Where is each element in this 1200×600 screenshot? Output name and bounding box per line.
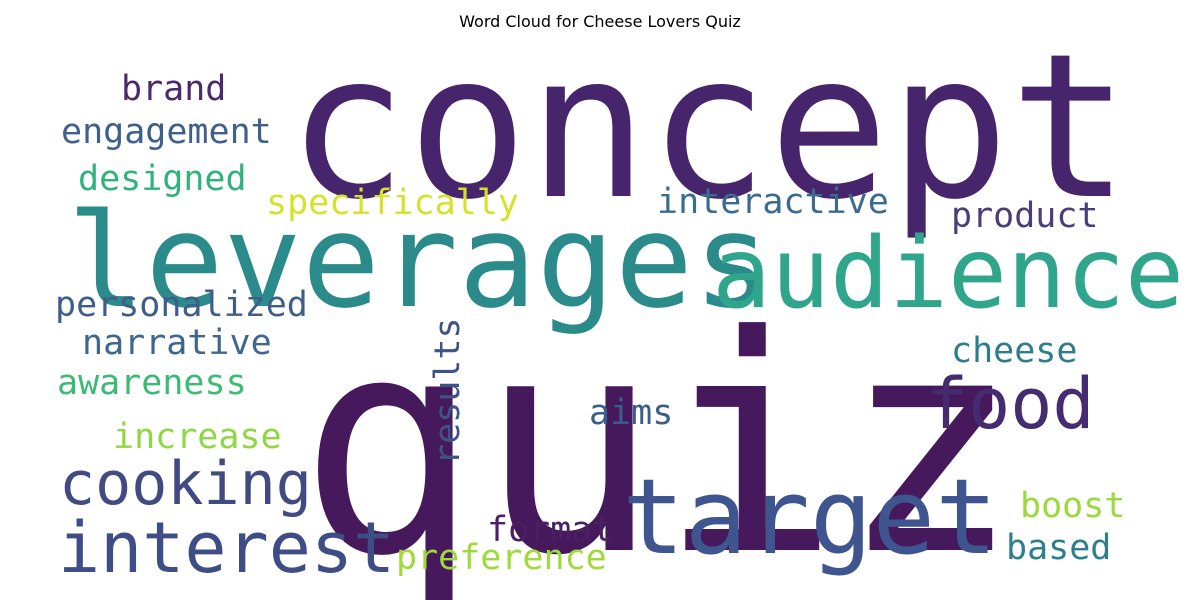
word-audience: audience (712, 217, 1184, 331)
word-narrative: narrative (82, 323, 272, 363)
word-concept: concept (287, 11, 1130, 244)
word-leverages: leverages (67, 185, 771, 337)
word-aims: aims (589, 393, 673, 433)
word-designed: designed (78, 159, 247, 199)
word-preference: preference (396, 538, 607, 578)
word-cheese: cheese (951, 331, 1077, 371)
chart-title: Word Cloud for Cheese Lovers Quiz (459, 12, 741, 31)
word-interest: interest (58, 507, 395, 589)
word-format: format (487, 510, 613, 550)
word-awareness: awareness (57, 363, 247, 403)
word-brand: brand (121, 69, 226, 109)
word-food: food (926, 363, 1095, 445)
word-specifically: specifically (266, 183, 519, 223)
word-based: based (1006, 528, 1111, 568)
word-increase: increase (113, 417, 282, 457)
word-personalized: personalized (55, 285, 308, 325)
word-target: target (622, 456, 998, 578)
word-interactive: interactive (657, 182, 889, 222)
word-engagement: engagement (61, 112, 272, 152)
word-results: results (428, 317, 468, 465)
word-cooking: cooking (59, 449, 312, 519)
word-boost: boost (1020, 486, 1125, 526)
word-quiz: quiz (298, 272, 1020, 600)
word-product: product (951, 196, 1099, 236)
